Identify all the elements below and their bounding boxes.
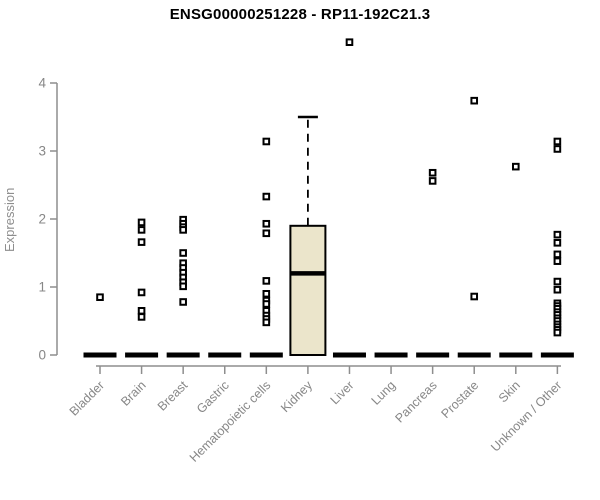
data-point[interactable] — [262, 300, 271, 308]
data-point[interactable] — [512, 162, 520, 171]
data-point[interactable] — [553, 230, 562, 239]
y-tick-label: 1 — [38, 280, 46, 295]
zero-expression-bar[interactable] — [499, 352, 533, 358]
zero-expression-bar[interactable] — [125, 352, 159, 358]
x-tick-label: Pancreas — [393, 378, 440, 425]
data-point[interactable] — [262, 318, 271, 327]
x-tick-label: Kidney — [278, 378, 315, 415]
data-point[interactable] — [262, 137, 271, 146]
y-tick-label: 3 — [38, 144, 46, 159]
data-point[interactable] — [553, 285, 562, 294]
data-point[interactable] — [179, 249, 187, 257]
chart-title: ENSG00000251228 - RP11-192C21.3 — [169, 6, 431, 23]
data-point[interactable] — [345, 38, 354, 47]
zero-expression-bar[interactable] — [457, 352, 491, 358]
data-point[interactable] — [262, 229, 271, 238]
data-point[interactable] — [262, 219, 271, 228]
x-tick-label: Unknown / Other — [488, 378, 564, 454]
x-tick-label: Liver — [328, 378, 357, 407]
x-tick-label: Lung — [369, 378, 399, 408]
zero-expression-bar[interactable] — [166, 352, 200, 358]
data-point[interactable] — [137, 226, 146, 234]
data-point[interactable] — [553, 239, 562, 247]
zero-expression-bar[interactable] — [83, 352, 117, 358]
x-tick-label: Hematopoietic cells — [187, 378, 274, 465]
zero-expression-bar[interactable] — [249, 352, 283, 358]
data-point[interactable] — [137, 288, 146, 297]
zero-expression-bar[interactable] — [416, 352, 450, 358]
zero-expression-bar[interactable] — [208, 352, 242, 358]
data-point[interactable] — [428, 168, 437, 177]
data-point[interactable] — [179, 226, 187, 234]
data-point[interactable] — [137, 238, 146, 246]
data-point[interactable] — [137, 307, 146, 315]
data-point[interactable] — [553, 257, 562, 265]
y-tick-label: 4 — [38, 76, 46, 91]
x-tick-label: Prostate — [439, 378, 482, 421]
data-point[interactable] — [137, 313, 146, 321]
data-point[interactable] — [553, 145, 562, 153]
zero-expression-bar[interactable] — [332, 352, 366, 358]
data-point[interactable] — [470, 292, 479, 301]
data-point[interactable] — [553, 137, 562, 146]
data-point[interactable] — [262, 277, 271, 285]
y-tick-label: 2 — [38, 212, 46, 227]
y-tick-label: 0 — [38, 348, 46, 363]
data-point[interactable] — [553, 277, 562, 286]
data-point[interactable] — [262, 290, 271, 298]
x-tick-label: Bladder — [67, 378, 107, 418]
data-point[interactable] — [96, 293, 104, 301]
data-point[interactable] — [470, 96, 479, 105]
x-tick-label: Breast — [155, 378, 191, 414]
x-tick-label: Skin — [496, 378, 523, 405]
data-point[interactable] — [553, 250, 562, 259]
data-point[interactable] — [553, 328, 562, 337]
zero-expression-bar[interactable] — [374, 352, 408, 358]
box-plot-box — [289, 224, 327, 356]
data-point[interactable] — [428, 177, 437, 185]
data-point[interactable] — [137, 218, 146, 227]
data-point[interactable] — [179, 298, 187, 306]
x-tick-label: Gastric — [194, 378, 232, 416]
data-point[interactable] — [179, 282, 187, 291]
zero-expression-bar[interactable] — [540, 352, 574, 358]
x-tick-label: Brain — [118, 378, 149, 409]
data-point[interactable] — [262, 192, 271, 201]
